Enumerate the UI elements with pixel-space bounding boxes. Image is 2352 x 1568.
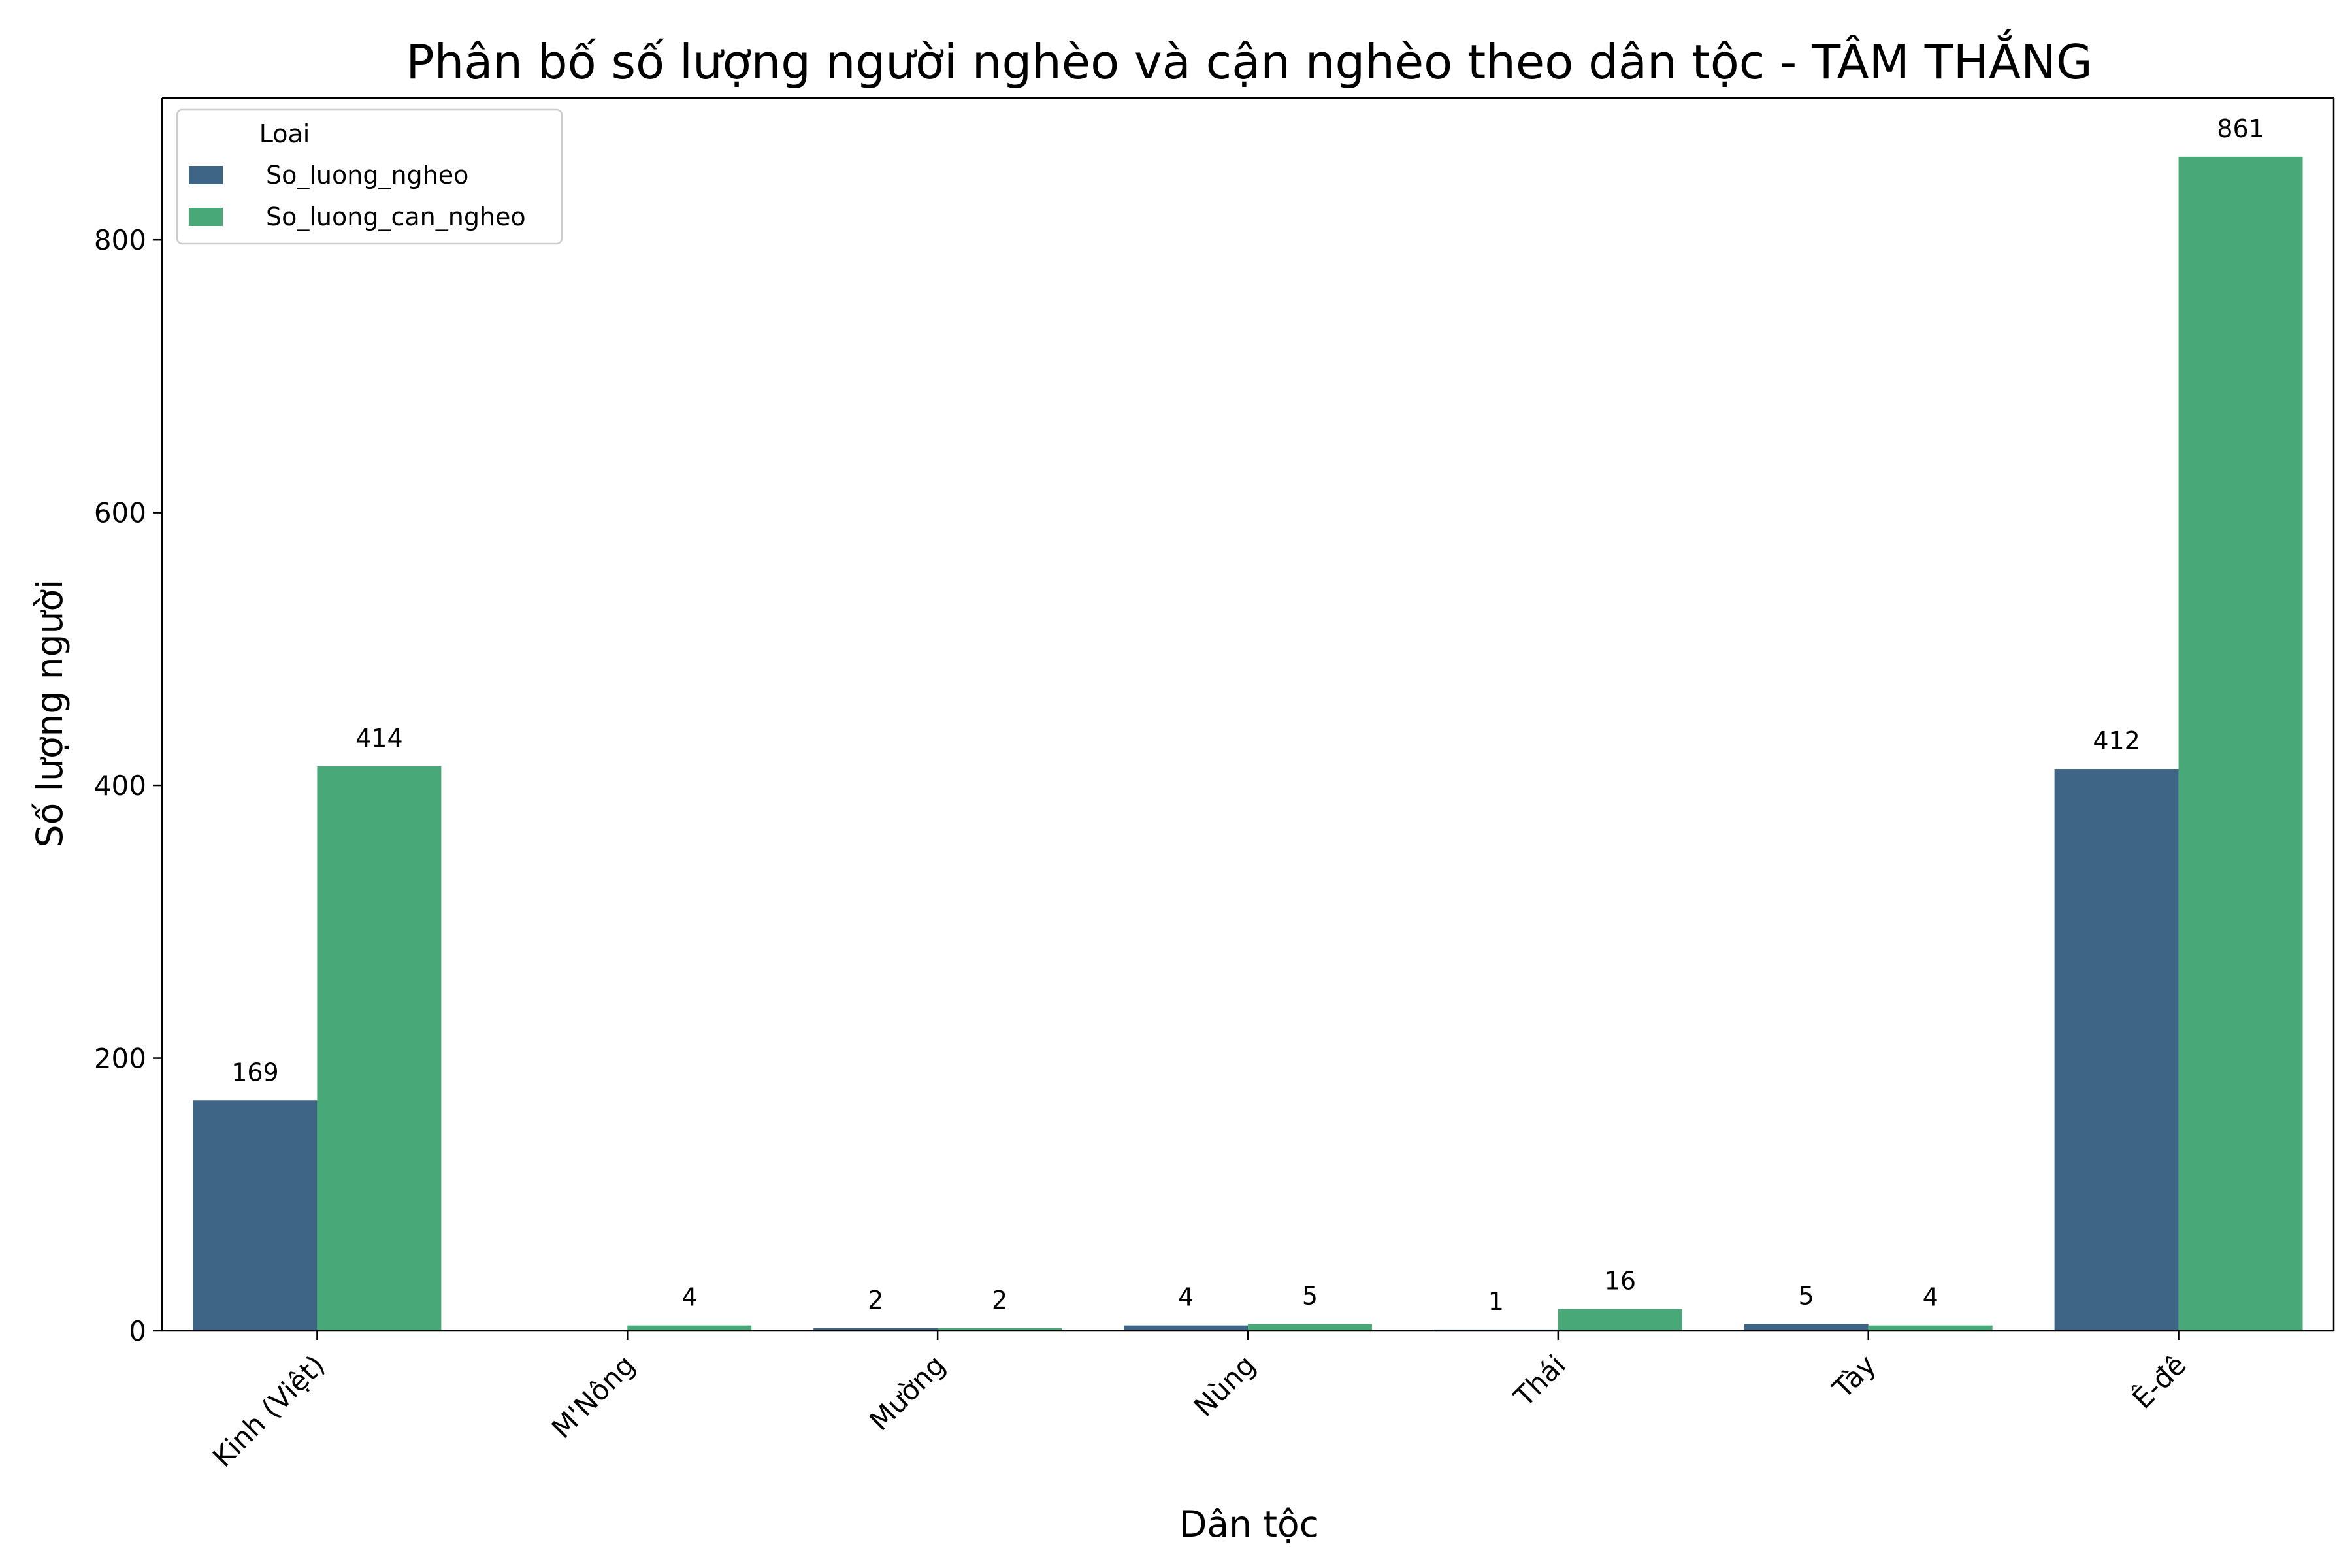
data-label-So_luong_ngheo-5: 5	[1799, 1282, 1814, 1311]
data-label-So_luong_ngheo-3: 4	[1178, 1283, 1194, 1312]
bar-So_luong_ngheo-5	[1744, 1324, 1869, 1331]
x-tick-label: Mường	[863, 1348, 951, 1437]
bar-So_luong_can_ngheo-1	[627, 1325, 752, 1331]
data-label-So_luong_can_ngheo-3: 5	[1302, 1282, 1318, 1311]
y-tick-label: 0	[129, 1315, 146, 1347]
x-tick-label: Tày	[1826, 1348, 1882, 1405]
legend-title: Loai	[259, 120, 310, 148]
data-label-So_luong_can_ngheo-6: 861	[2217, 114, 2264, 143]
y-tick-label: 600	[94, 497, 146, 529]
x-axis-label: Dân tộc	[1179, 1503, 1319, 1545]
x-tick-label: Kinh (Việt)	[206, 1348, 331, 1473]
x-tick-label: Thái	[1507, 1348, 1572, 1413]
data-label-So_luong_can_ngheo-2: 2	[992, 1286, 1007, 1315]
legend-swatch-So_luong_ngheo	[189, 166, 223, 184]
data-label-So_luong_can_ngheo-0: 414	[355, 724, 403, 753]
bar-So_luong_can_ngheo-2	[938, 1328, 1062, 1331]
bar-So_luong_can_ngheo-6	[2178, 156, 2303, 1331]
bar-So_luong_ngheo-0	[193, 1100, 318, 1331]
x-tick-label: Ê-đê	[2126, 1348, 2193, 1415]
y-tick-label: 200	[94, 1043, 146, 1075]
data-label-So_luong_can_ngheo-1: 4	[681, 1283, 697, 1312]
y-tick-label: 800	[94, 224, 146, 256]
x-tick-label: M'Nông	[546, 1348, 642, 1445]
chart-title: Phân bố số lượng người nghèo và cận nghè…	[406, 30, 2093, 90]
x-tick-label: Nùng	[1188, 1348, 1262, 1422]
bar-So_luong_ngheo-2	[813, 1328, 938, 1331]
data-label-So_luong_can_ngheo-4: 16	[1605, 1267, 1636, 1296]
bar-So_luong_can_ngheo-5	[1868, 1325, 1993, 1331]
y-tick-label: 400	[94, 770, 146, 802]
data-label-So_luong_ngheo-6: 412	[2093, 727, 2140, 755]
legend-label-So_luong_can_ngheo: So_luong_can_ngheo	[266, 203, 526, 231]
y-axis-label: Số lượng người	[29, 580, 71, 848]
bar-So_luong_can_ngheo-4	[1558, 1309, 1682, 1331]
legend: Loai So_luong_ngheo So_luong_can_ngheo	[176, 108, 563, 245]
legend-label-So_luong_ngheo: So_luong_ngheo	[266, 161, 468, 189]
data-label-So_luong_ngheo-2: 2	[868, 1286, 883, 1315]
bar-So_luong_ngheo-3	[1124, 1325, 1248, 1331]
bar-So_luong_can_ngheo-0	[317, 766, 442, 1331]
legend-swatch-So_luong_can_ngheo	[189, 208, 223, 226]
data-label-So_luong_ngheo-0: 169	[231, 1058, 279, 1086]
data-label-So_luong_ngheo-4: 1	[1488, 1287, 1504, 1316]
data-label-So_luong_can_ngheo-5: 4	[1923, 1283, 1938, 1312]
bar-So_luong_can_ngheo-3	[1248, 1324, 1372, 1331]
bar-So_luong_ngheo-6	[2054, 769, 2179, 1331]
plot-area: 169 2 4 1 5 412 414 4 2 5 16 4 861 0 200 400 600 800 Kinh …	[94, 97, 2335, 1473]
legend-box	[176, 108, 563, 245]
